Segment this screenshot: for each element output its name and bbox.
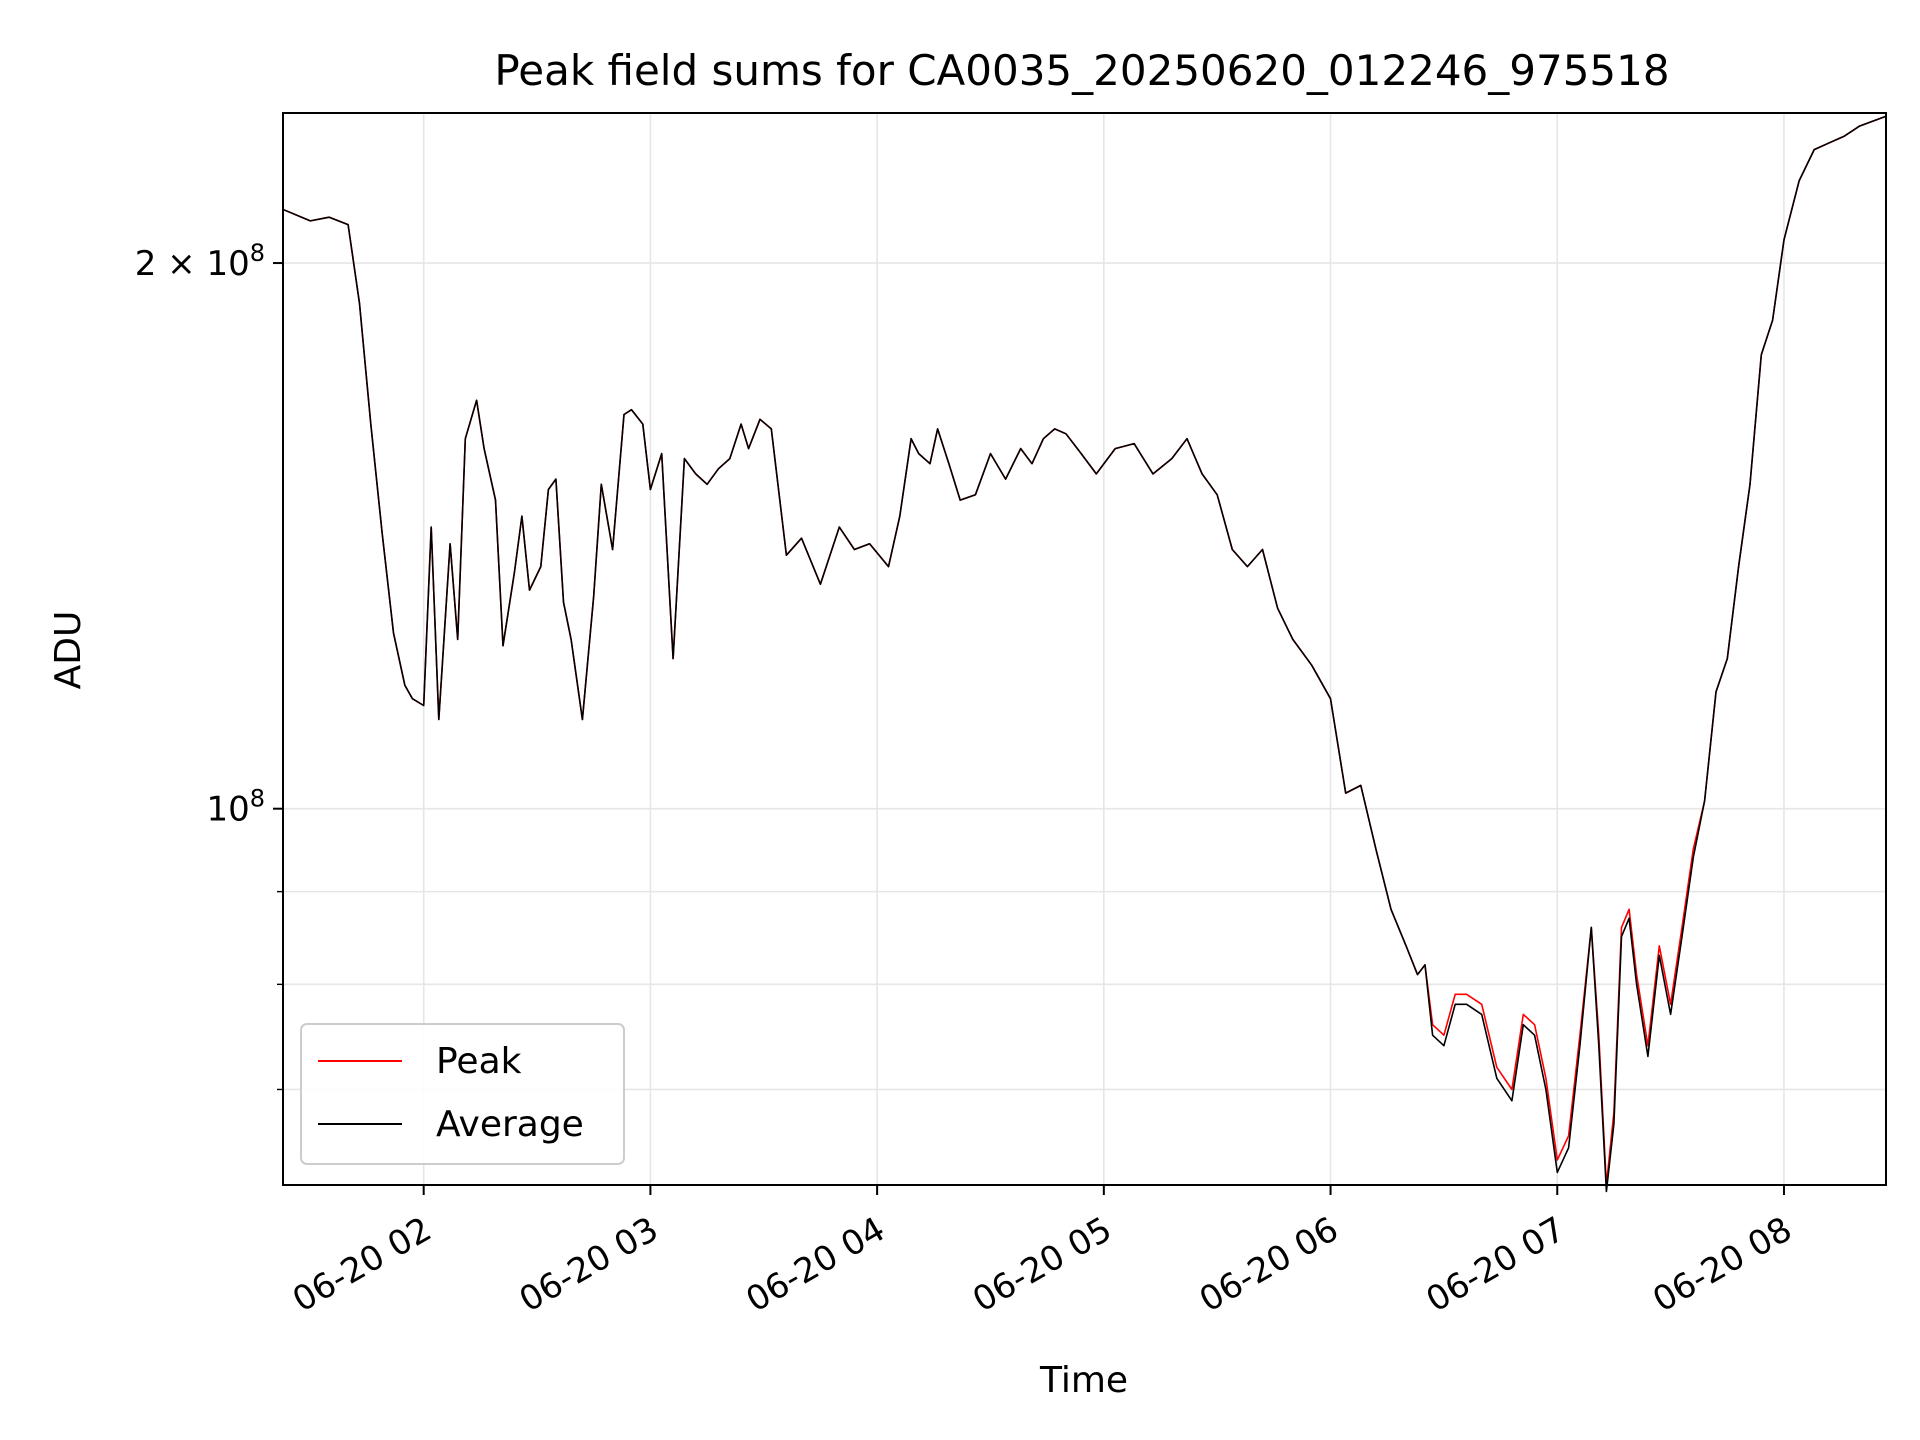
grid [283, 113, 1886, 1185]
legend: Peak Average [300, 1023, 625, 1165]
y-tick-label-0: 108 [206, 785, 265, 830]
axes-frame [282, 112, 1887, 1186]
y-axis-label: ADU [48, 611, 89, 690]
y-axis: 108 2 × 108 [135, 239, 283, 1091]
legend-box [300, 1023, 625, 1165]
legend-label-peak: Peak [436, 1041, 522, 1082]
y-tick-label-1: 2 × 108 [135, 239, 265, 284]
chart-title: Peak field sums for CA0035_20250620_0122… [494, 46, 1669, 95]
plot-area [283, 115, 1887, 1193]
x-axis-label: Time [1039, 1360, 1128, 1401]
series-line-average [283, 115, 1887, 1193]
legend-label-average: Average [436, 1104, 584, 1145]
